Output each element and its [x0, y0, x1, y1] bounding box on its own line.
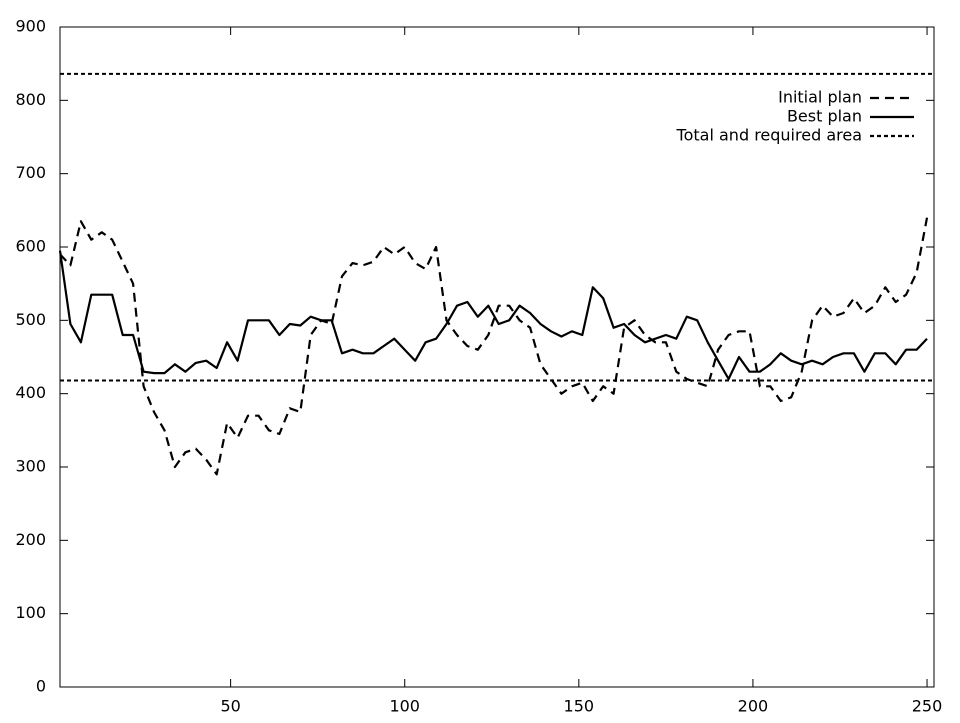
legend-label: Initial plan [778, 88, 862, 107]
legend-label: Best plan [787, 107, 862, 126]
y-tick-label: 200 [15, 530, 46, 549]
y-tick-label: 100 [15, 603, 46, 622]
x-tick-label: 100 [389, 697, 420, 716]
y-tick-label: 800 [15, 90, 46, 109]
y-tick-label: 400 [15, 383, 46, 402]
y-tick-label: 500 [15, 310, 46, 329]
x-tick-label: 50 [220, 697, 240, 716]
series-line [58, 250, 928, 381]
y-tick-label: 700 [15, 163, 46, 182]
y-tick-label: 600 [15, 237, 46, 256]
legend-label: Total and required area [676, 126, 862, 145]
series-line [59, 217, 929, 476]
x-tick-label: 150 [564, 697, 595, 716]
x-tick-label: 200 [738, 697, 769, 716]
y-tick-label: 0 [36, 677, 46, 696]
plot-frame [59, 26, 935, 688]
y-tick-label: 900 [15, 17, 46, 36]
y-tick-label: 300 [15, 457, 46, 476]
x-tick-label: 250 [912, 697, 943, 716]
